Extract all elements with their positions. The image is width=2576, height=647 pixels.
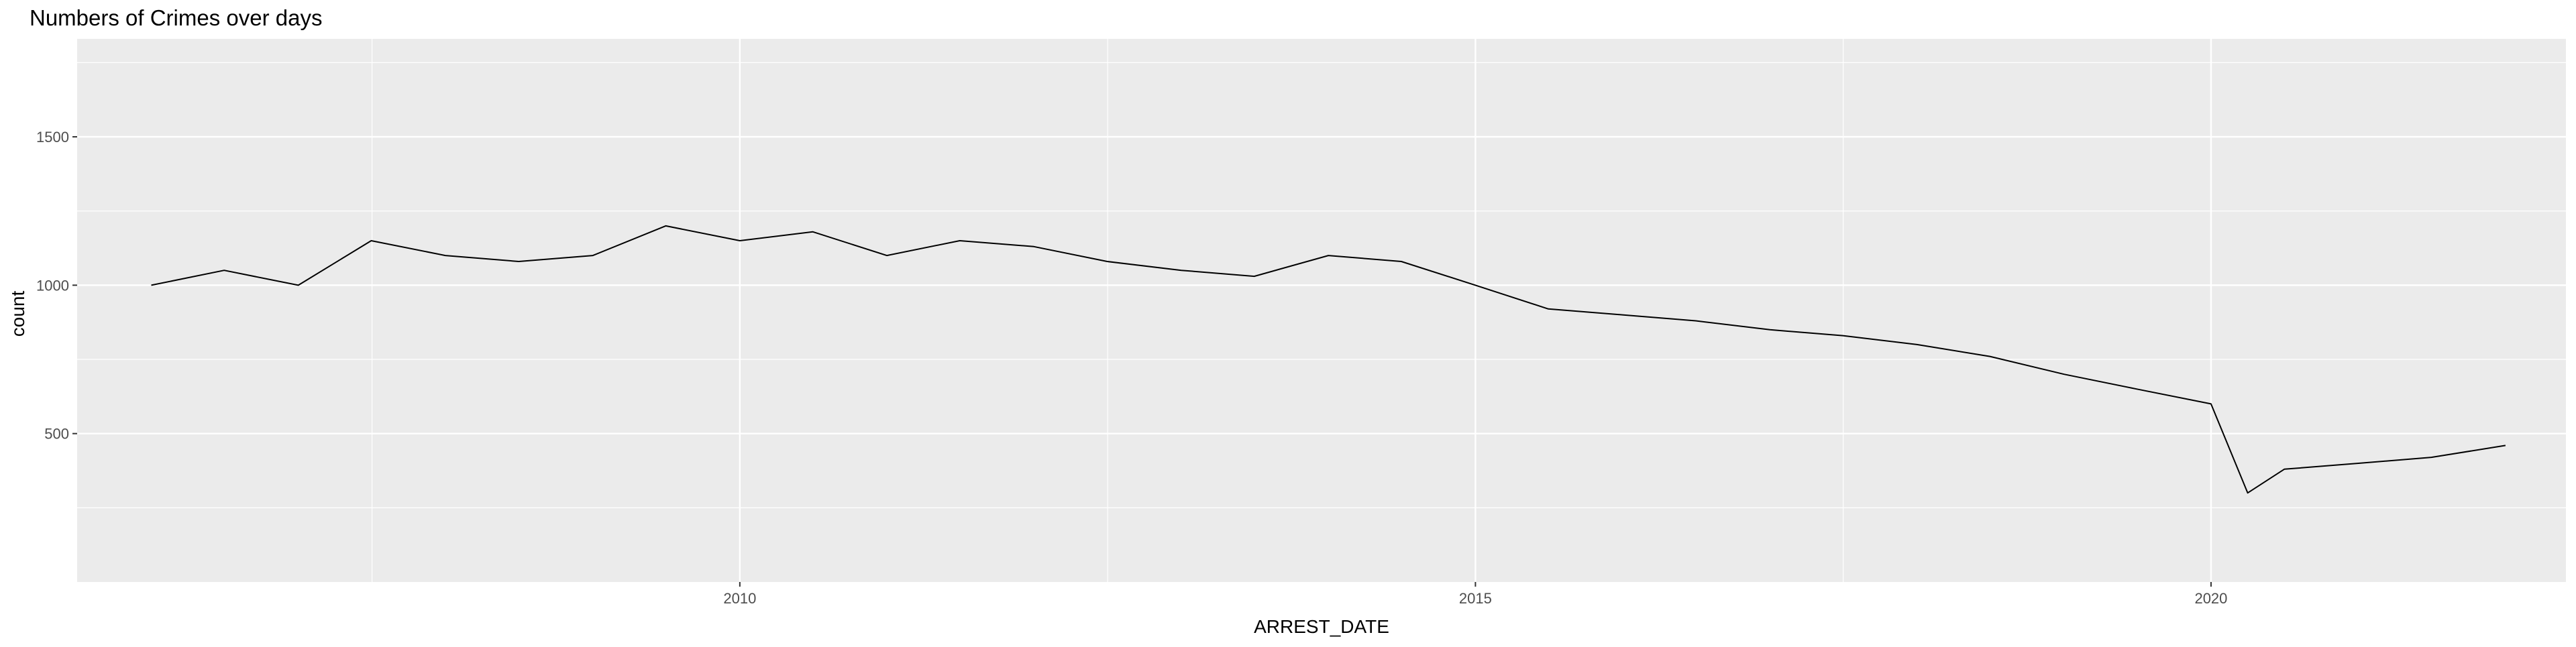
series-line [151, 225, 2506, 494]
major-grid-x [739, 39, 2212, 582]
plot-panel [77, 39, 2566, 582]
series-layer [151, 225, 2506, 494]
x-tick-label: 2010 [723, 590, 756, 607]
y-tick-label: 1500 [36, 129, 69, 145]
minor-grid-x [371, 39, 1844, 582]
y-tick-label: 500 [44, 426, 69, 443]
x-axis: 2010 2015 2020 [723, 582, 2227, 607]
x-axis-label: ARREST_DATE [1254, 616, 1389, 637]
y-tick-label: 1000 [36, 277, 69, 294]
chart-title: Numbers of Crimes over days [30, 5, 322, 30]
y-axis-label: count [7, 291, 28, 337]
major-grid-y [77, 135, 2566, 434]
x-tick-label: 2015 [1459, 590, 1492, 607]
y-axis: 500 1000 1500 [36, 129, 77, 443]
x-tick-label: 2020 [2194, 590, 2227, 607]
minor-grid-y [77, 62, 2566, 508]
